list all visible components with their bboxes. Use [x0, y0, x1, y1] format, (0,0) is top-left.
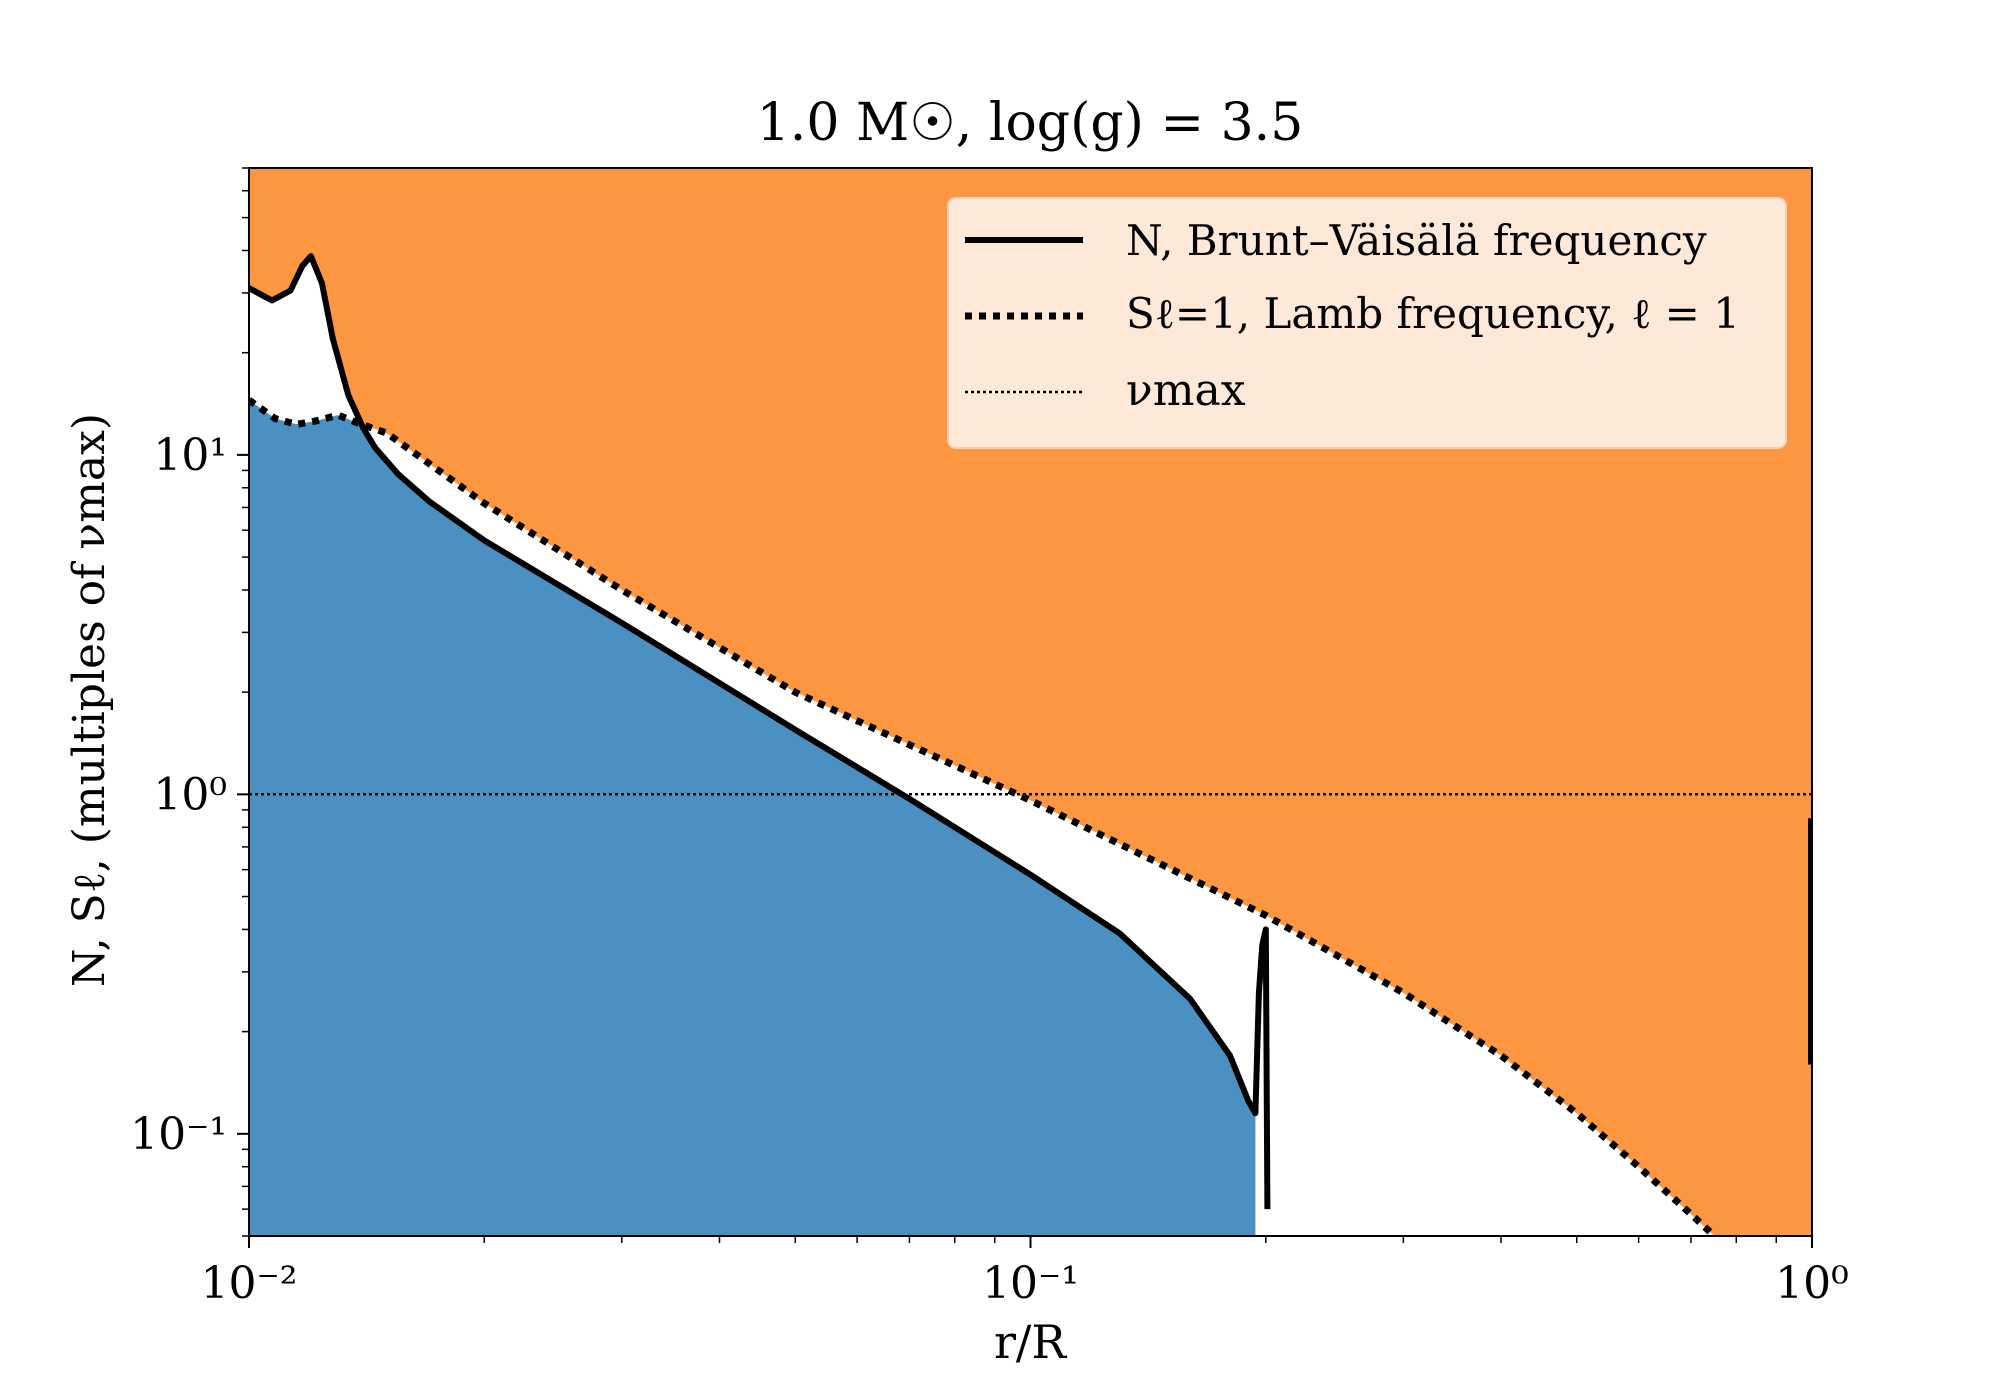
- y-tick-label: 10¹: [153, 430, 227, 481]
- x-tick-label: 10⁻¹: [982, 1258, 1079, 1309]
- legend-label-lamb: Sℓ=1, Lamb frequency, ℓ = 1: [1126, 289, 1740, 338]
- axis-ticks: [237, 167, 1813, 1248]
- y-tick-label: 10⁻¹: [130, 1109, 227, 1160]
- legend-label-numax: νmax: [1126, 365, 1246, 416]
- x-tick-label: 10⁻²: [201, 1258, 298, 1309]
- x-tick-label: 10⁰: [1775, 1258, 1849, 1309]
- y-tick-label: 10⁰: [153, 769, 227, 820]
- chart-title: 1.0 M☉, log(g) = 3.5: [757, 93, 1304, 153]
- y-axis-label: N, Sℓ, (multiples of νmax): [64, 413, 115, 987]
- lamb-frequency-line: [249, 397, 1717, 1236]
- tick-labels: 10⁻² 10⁻¹ 10⁰ 10⁻¹ 10⁰ 10¹: [130, 430, 1849, 1309]
- g-mode-region: [249, 400, 1256, 1236]
- legend: N, Brunt–Väisälä frequency Sℓ=1, Lamb fr…: [947, 197, 1787, 449]
- series-lines: [249, 253, 1812, 1236]
- brunt-vaisala-line: [249, 253, 1271, 1210]
- legend-label-brunt-vaisala: N, Brunt–Väisälä frequency: [1126, 216, 1707, 265]
- x-axis-label: r/R: [994, 1315, 1067, 1369]
- legend-box: [947, 197, 1787, 449]
